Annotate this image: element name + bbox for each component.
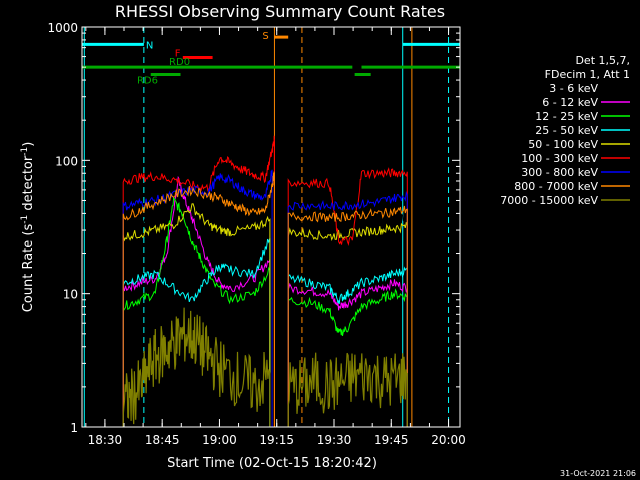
- x-tick-label-5: 19:45: [374, 433, 409, 447]
- series-line-2-seg-1: [287, 288, 408, 427]
- flag-label-rd0: RD0: [169, 57, 190, 68]
- x-tick-label-2: 19:00: [202, 433, 237, 447]
- series-line-4-seg-0: [122, 203, 271, 427]
- series-line-7-seg-1: [287, 205, 408, 427]
- x-axis-ticks: 18:30 18:45 19:00 19:15 19:30 19:45 20:00: [85, 27, 466, 447]
- y-axis-label: Count Rate (s-1 detector-1): [20, 142, 36, 313]
- legend-label-4: 50 - 100 keV: [528, 138, 598, 151]
- series-line-5-seg-1: [287, 167, 408, 427]
- x-tick-label-4: 19:30: [317, 433, 352, 447]
- y-tick-label-2: 100: [55, 154, 78, 168]
- series-line-2-seg-0: [122, 197, 271, 427]
- series-line-8-seg-1: [287, 352, 408, 427]
- series-line-8-seg-0: [122, 307, 271, 427]
- y-axis-label-pre: Count Rate (s: [21, 224, 36, 313]
- series-line-5-seg-0: [122, 135, 275, 427]
- legend-label-6: 300 - 800 keV: [521, 166, 598, 179]
- series-line-6-seg-0: [122, 169, 273, 427]
- series-line-3-seg-1: [287, 266, 408, 427]
- x-axis-label: Start Time (02-Oct-15 18:20:42): [167, 456, 377, 471]
- series-group: [122, 135, 408, 427]
- x-tick-label-6: 20:00: [431, 433, 466, 447]
- legend-header-detectors: Det 1,5,7,: [575, 54, 630, 67]
- y-axis-ticks: 1 10 100 1000: [47, 21, 460, 435]
- legend-label-2: 12 - 25 keV: [535, 110, 598, 123]
- y-axis-label-sup2: -1: [20, 147, 30, 156]
- legend-label-3: 25 - 50 keV: [535, 124, 598, 137]
- series-line-6-seg-1: [287, 191, 408, 427]
- timestamp-label: 31-Oct-2021 21:06: [560, 469, 636, 478]
- plot-frame: [81, 26, 461, 428]
- x-tick-label-0: 18:30: [88, 433, 123, 447]
- legend-label-1: 6 - 12 keV: [542, 96, 598, 109]
- flag-label-n: N: [146, 40, 153, 51]
- y-axis-label-sup1: -1: [20, 215, 30, 224]
- series-line-3-seg-0: [122, 238, 271, 427]
- flag-label-s: S: [262, 31, 268, 42]
- legend-label-5: 100 - 300 keV: [521, 152, 598, 165]
- x-tick-label-1: 18:45: [145, 433, 180, 447]
- y-tick-label-3: 1000: [47, 21, 78, 35]
- series-line-0-seg-0: [122, 205, 271, 427]
- series-line-1-seg-1: [287, 279, 408, 427]
- flag-label-rd6: RD6: [137, 76, 158, 87]
- y-axis-label-mid: detector: [21, 155, 36, 215]
- flag-label-f: F: [175, 49, 181, 60]
- legend-label-7: 800 - 7000 keV: [514, 180, 598, 193]
- series-line-1-seg-0: [122, 175, 271, 427]
- chart-title: RHESSI Observing Summary Count Rates: [115, 2, 445, 21]
- y-tick-label-0: 1: [70, 421, 78, 435]
- legend-header-decim: FDecim 1, Att 1: [545, 68, 630, 81]
- y-axis-label-post: ): [21, 142, 36, 147]
- legend-label-8: 7000 - 15000 keV: [500, 194, 598, 207]
- series-line-7-seg-0: [122, 171, 275, 427]
- y-tick-label-1: 10: [63, 288, 78, 302]
- x-tick-label-3: 19:15: [259, 433, 294, 447]
- legend-label-0: 3 - 6 keV: [549, 82, 598, 95]
- series-line-0-seg-1: [287, 211, 408, 427]
